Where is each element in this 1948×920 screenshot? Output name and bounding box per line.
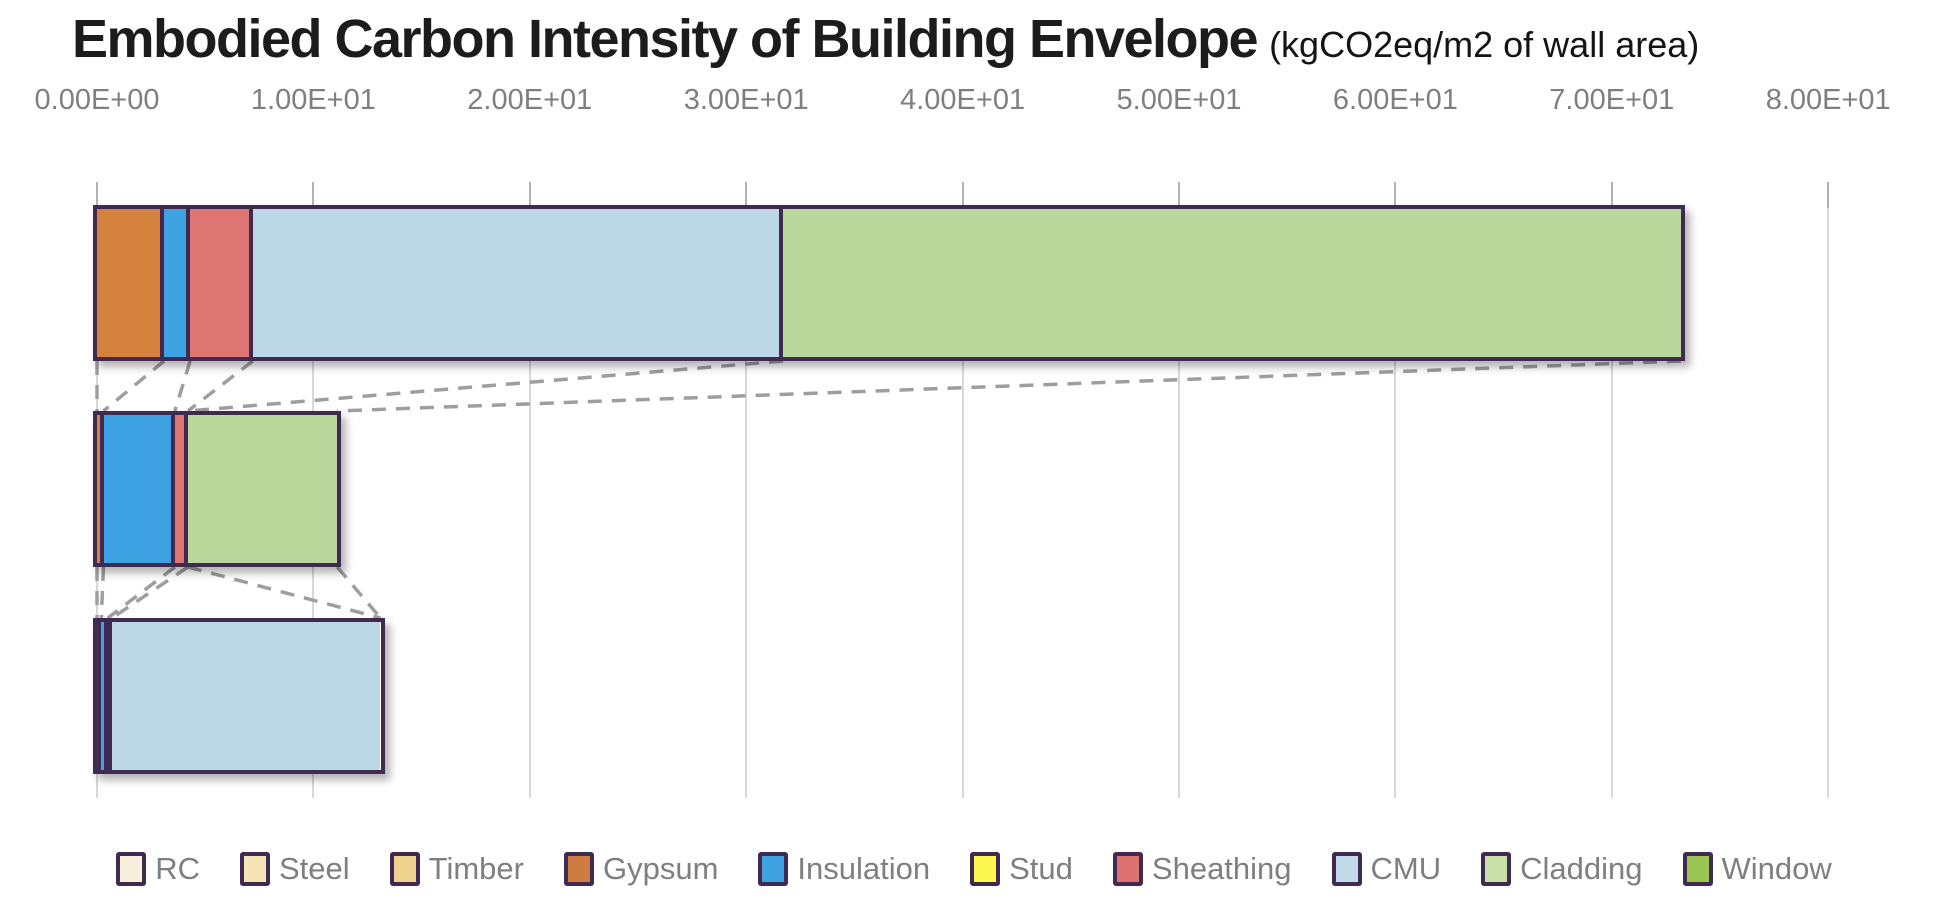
drilldown-connector-line [187,359,784,413]
bar-segment-gypsum[interactable] [97,415,104,563]
stacked-bar[interactable] [93,411,342,567]
legend-item-sheathing[interactable]: Sheathing [1112,851,1292,887]
drilldown-connector-line [173,360,192,412]
legend-item-cmu[interactable]: CMU [1331,851,1442,887]
gridline [1827,182,1830,798]
legend-item-timber[interactable]: Timber [389,851,524,887]
legend-label: RC [155,851,200,886]
bar-segment-insulation[interactable] [101,622,108,770]
legend-item-insulation[interactable]: Insulation [758,851,930,887]
axis-tick-mark [528,182,531,208]
gridline [1394,182,1397,798]
legend-swatch-icon [1331,852,1362,886]
legend-label: Window [1721,851,1832,886]
drilldown-connector-line [187,565,381,620]
x-axis-tick-label: 5.00E+01 [1116,84,1242,116]
x-axis-tick-label: 7.00E+01 [1549,84,1675,116]
x-axis-tick-label: 3.00E+01 [683,84,809,116]
bar-segment-cmu[interactable] [112,622,381,770]
drilldown-connector-line [111,565,189,620]
legend-swatch-icon [1682,852,1713,886]
chart-title: Embodied Carbon Intensity of Building En… [72,8,1699,70]
legend-item-window[interactable]: Window [1682,851,1832,887]
legend-label: Insulation [797,851,931,886]
drilldown-connector-line [337,359,1682,413]
gridline [528,182,531,798]
stacked-bar[interactable] [93,205,1685,361]
x-axis-tick-label: 6.00E+01 [1332,84,1458,116]
gridline [1610,182,1613,798]
legend-swatch-icon [116,852,147,886]
legend-item-gypsum[interactable]: Gypsum [563,851,719,887]
bar-segment-cmu[interactable] [252,209,784,357]
chart-title-main: Embodied Carbon Intensity of Building En… [72,9,1259,69]
gridline [1178,182,1180,798]
x-axis-tick-label: 4.00E+01 [900,84,1026,116]
drilldown-connector-line [99,566,106,619]
axis-tick-mark [1610,182,1613,208]
legend-label: Cladding [1520,851,1643,886]
bar-segment-sheathing[interactable] [190,209,253,357]
x-axis-tick-label: 2.00E+01 [467,84,593,116]
bar-segment-insulation[interactable] [103,415,175,563]
gridline [745,182,748,798]
bar-segment-gypsum[interactable] [97,209,165,357]
legend-label: Stud [1009,851,1073,886]
legend-swatch-icon [1112,852,1143,886]
legend-item-stud[interactable]: Stud [970,851,1073,887]
drilldown-connector-line [102,359,166,413]
chart-title-units: (kgCO2eq/m2 of wall area) [1269,24,1700,65]
stacked-bar[interactable] [93,618,385,774]
legend-item-steel[interactable]: Steel [240,851,350,887]
bar-segment-sheathing[interactable] [107,622,113,770]
axis-tick-mark [312,182,315,208]
x-axis-tick-label: 8.00E+01 [1765,84,1891,116]
bar-segment-gypsum[interactable] [97,622,102,770]
legend-swatch-icon [389,852,420,886]
drilldown-connector-line [106,565,176,620]
drilldown-connector-line [186,359,254,413]
axis-tick-mark [961,182,964,208]
legend-item-cladding[interactable]: Cladding [1481,851,1643,887]
x-axis-tick-label: 0.00E+00 [34,84,160,116]
x-axis-tick-label: 1.00E+01 [250,84,376,116]
legend-swatch-icon [563,852,594,886]
legend-label: Timber [428,851,524,886]
legend-item-rc[interactable]: RC [116,851,200,887]
legend-label: Steel [279,851,350,886]
axis-tick-mark [1827,182,1830,208]
gridline [961,182,964,798]
legend-swatch-icon [240,852,270,886]
legend-label: Gypsum [602,851,719,886]
bar-segment-cladding[interactable] [187,415,338,563]
bar-segment-insulation[interactable] [164,209,191,357]
legend-swatch-icon [970,852,1001,886]
drilldown-connector-line [335,565,382,620]
legend-swatch-icon [1481,852,1512,886]
legend-swatch-icon [758,852,789,886]
bar-segment-cladding[interactable] [783,209,1682,357]
axis-tick-mark [96,182,98,208]
legend: RC Steel Timber Gypsum Insulation Stud Sheathi… [0,851,1948,887]
axis-tick-mark [1178,182,1180,208]
legend-label: Sheathing [1151,851,1292,886]
axis-tick-mark [1394,182,1397,208]
axis-tick-mark [745,182,748,208]
bar-segment-sheathing[interactable] [174,415,188,563]
legend-label: CMU [1370,851,1442,886]
